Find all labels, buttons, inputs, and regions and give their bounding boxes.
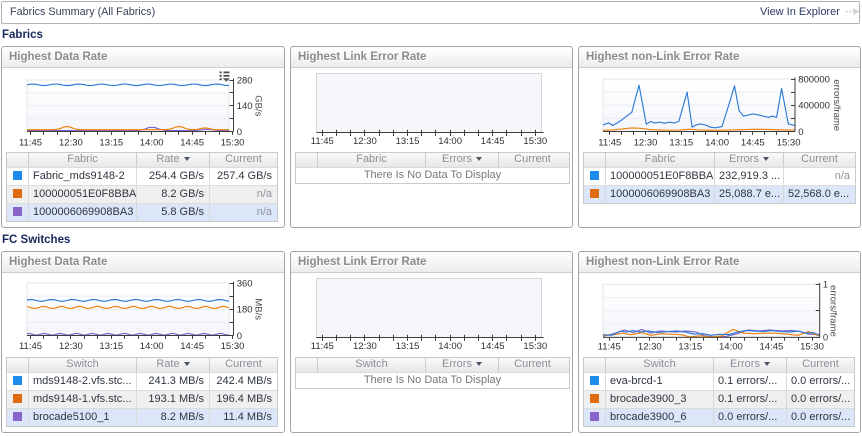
svg-text:11:45: 11:45: [19, 137, 42, 148]
svg-text:14:00: 14:00: [705, 137, 729, 148]
svg-text:13:15: 13:15: [99, 137, 123, 148]
svg-text:14:45: 14:45: [481, 136, 505, 147]
svg-text:11:45: 11:45: [598, 341, 621, 352]
svg-text:14:00: 14:00: [140, 137, 164, 148]
svg-text:11:45: 11:45: [311, 136, 334, 147]
svg-text:13:15: 13:15: [99, 341, 123, 352]
svg-text:14:00: 14:00: [140, 341, 164, 352]
svg-text:15:30: 15:30: [800, 341, 824, 352]
svg-text:14:45: 14:45: [481, 341, 505, 352]
svg-text:15:30: 15:30: [523, 341, 547, 352]
svg-text:0: 0: [798, 127, 803, 138]
svg-text:errors/frame: errors/frame: [828, 285, 839, 337]
svg-text:0: 0: [237, 127, 242, 138]
svg-text:15:30: 15:30: [523, 136, 547, 147]
svg-text:360: 360: [237, 278, 253, 289]
svg-text:180: 180: [237, 305, 253, 316]
svg-text:0: 0: [237, 331, 242, 342]
svg-text:0: 0: [823, 333, 828, 344]
svg-text:13:15: 13:15: [396, 341, 420, 352]
svg-text:15:30: 15:30: [777, 137, 801, 148]
svg-text:13:15: 13:15: [396, 136, 420, 147]
svg-text:MB/s: MB/s: [253, 298, 264, 320]
svg-text:12:30: 12:30: [59, 137, 83, 148]
svg-text:800000: 800000: [798, 74, 830, 85]
svg-text:400000: 400000: [798, 101, 830, 112]
svg-text:12:30: 12:30: [353, 136, 377, 147]
svg-text:14:45: 14:45: [180, 137, 204, 148]
svg-text:15:30: 15:30: [221, 341, 245, 352]
svg-text:11:45: 11:45: [311, 341, 334, 352]
svg-text:13:15: 13:15: [678, 341, 702, 352]
svg-text:14:45: 14:45: [741, 137, 765, 148]
svg-text:14:00: 14:00: [438, 341, 462, 352]
svg-text:140: 140: [237, 101, 253, 112]
svg-text:15:30: 15:30: [221, 137, 245, 148]
svg-text:11:45: 11:45: [19, 341, 42, 352]
svg-text:14:45: 14:45: [760, 341, 784, 352]
svg-text:1: 1: [823, 280, 828, 291]
svg-text:13:15: 13:15: [669, 137, 693, 148]
svg-text:GB/s: GB/s: [253, 95, 264, 116]
svg-text:12:30: 12:30: [638, 341, 662, 352]
svg-text:14:00: 14:00: [438, 136, 462, 147]
svg-text:errors/frame: errors/frame: [831, 79, 842, 131]
svg-text:12:30: 12:30: [353, 341, 377, 352]
svg-text:14:00: 14:00: [719, 341, 743, 352]
svg-text:11:45: 11:45: [598, 137, 621, 148]
svg-text:12:30: 12:30: [634, 137, 658, 148]
svg-text:14:45: 14:45: [180, 341, 204, 352]
svg-text:12:30: 12:30: [59, 341, 83, 352]
svg-text:280: 280: [237, 75, 253, 86]
